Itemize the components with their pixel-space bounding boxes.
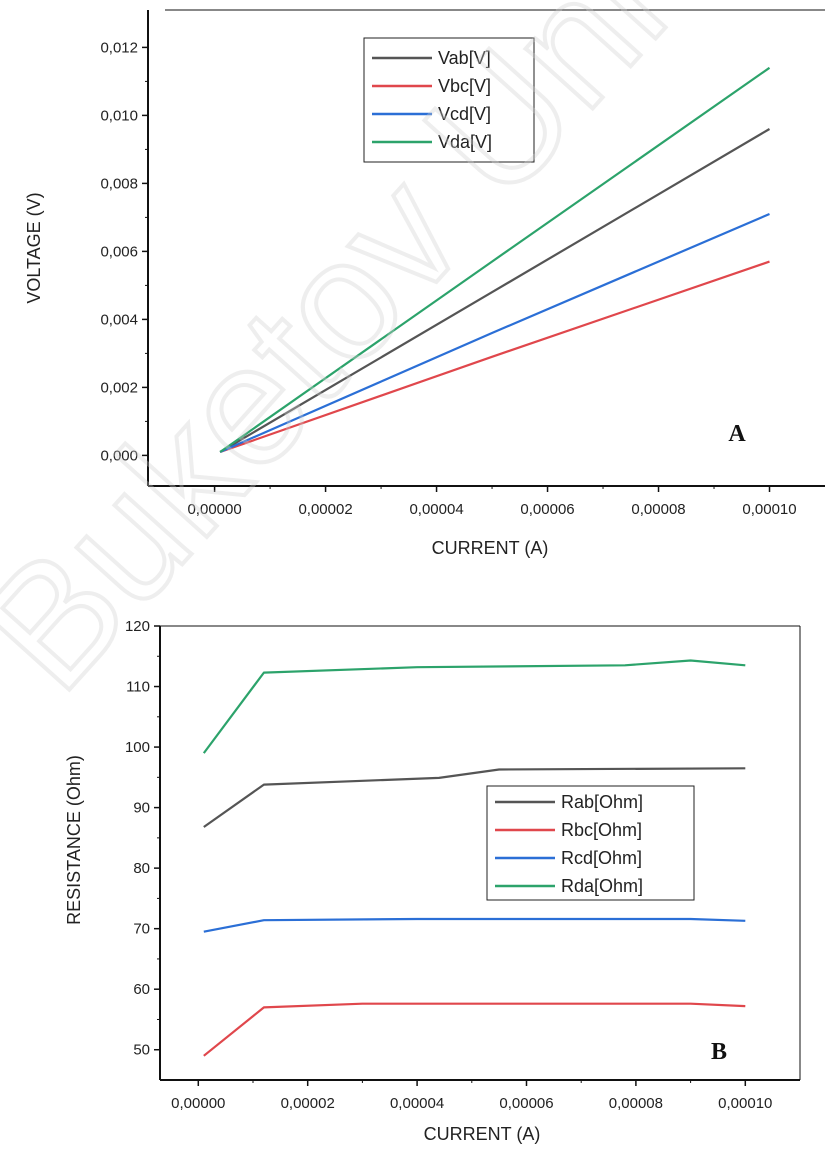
legend-label: Rab[Ohm] <box>561 792 643 812</box>
legend-label: Vab[V] <box>438 48 491 68</box>
legend-box <box>486 785 695 901</box>
x-tick-label: 0,00004 <box>409 501 463 518</box>
y-tick-label: 0,000 <box>100 447 138 464</box>
y-tick-label: 0,006 <box>100 243 138 260</box>
x-tick-label: 0,00010 <box>718 1095 772 1112</box>
y-tick-label: 120 <box>125 618 150 635</box>
series-lines <box>219 66 771 454</box>
y-tick-label: 90 <box>133 800 150 817</box>
x-tick-label: 0,00000 <box>187 501 241 518</box>
voltage-chart-panel-a: 0,000 0,002 0,004 0,006 0,008 0,010 0,012 0,00… <box>24 9 825 558</box>
axes-frame <box>147 9 825 487</box>
y-tick-label: 0,002 <box>100 379 138 396</box>
axes-frame <box>159 625 801 1081</box>
x-tick-label: 0,00004 <box>390 1095 444 1112</box>
y-axis-title: RESISTANCE (Ohm) <box>64 755 84 925</box>
x-tick-label: 0,00002 <box>298 501 352 518</box>
x-tick-label: 0,00008 <box>609 1095 663 1112</box>
x-axis-ticks: 0,00000 0,00002 0,00004 0,00006 0,00008 0,000… <box>171 1080 772 1112</box>
legend-label: Rda[Ohm] <box>561 876 643 896</box>
y-tick-label: 0,012 <box>100 39 138 56</box>
legend-label: Vbc[V] <box>438 76 491 96</box>
legend: Vab[V] Vbc[V] Vcd[V] Vda[V] <box>363 37 535 163</box>
y-tick-label: 50 <box>133 1042 150 1059</box>
y-tick-label: 0,004 <box>100 311 138 328</box>
legend-label: Vda[V] <box>438 132 492 152</box>
panel-label: B <box>711 1039 727 1065</box>
legend-label: Vcd[V] <box>438 104 491 124</box>
x-tick-label: 0,00008 <box>631 501 685 518</box>
series-line-rcd-ohm <box>203 917 746 933</box>
y-axis-ticks: 50 60 70 80 90 100 110 120 <box>125 618 160 1059</box>
series-line-vab-v <box>219 128 771 453</box>
y-tick-label: 110 <box>126 679 150 696</box>
series-line-vbc-v <box>219 260 770 454</box>
legend: Rab[Ohm] Rbc[Ohm] Rcd[Ohm] Rda[Ohm] <box>486 785 695 901</box>
y-axis-title: VOLTAGE (V) <box>24 192 44 303</box>
series-line-rda-ohm <box>202 659 746 754</box>
y-axis-ticks: 0,000 0,002 0,004 0,006 0,008 0,010 0,012 <box>100 39 148 464</box>
legend-label: Rcd[Ohm] <box>561 848 642 868</box>
x-axis-title: CURRENT (A) <box>432 538 549 558</box>
y-tick-label: 0,010 <box>100 107 138 124</box>
x-tick-label: 0,00006 <box>499 1095 553 1112</box>
series-line-rab-ohm <box>203 767 746 828</box>
series-line-vcd-v <box>219 212 770 454</box>
y-tick-label: 0,008 <box>100 175 138 192</box>
x-tick-label: 0,00010 <box>742 501 796 518</box>
x-tick-label: 0,00002 <box>281 1095 335 1112</box>
x-tick-label: 0,00006 <box>520 501 574 518</box>
legend-label: Rbc[Ohm] <box>561 820 642 840</box>
x-tick-label: 0,00000 <box>171 1095 225 1112</box>
series-line-vda-v <box>219 66 771 453</box>
x-axis-ticks: 0,00000 0,00002 0,00004 0,00006 0,00008 0,000… <box>187 486 797 518</box>
series-line-rbc-ohm <box>203 1002 746 1057</box>
y-tick-label: 80 <box>133 860 150 877</box>
x-axis-title: CURRENT (A) <box>424 1124 541 1144</box>
y-tick-label: 100 <box>125 739 150 756</box>
series-lines <box>202 659 746 1057</box>
panel-label: A <box>728 421 746 447</box>
y-tick-label: 70 <box>133 921 150 938</box>
y-tick-label: 60 <box>133 981 150 998</box>
